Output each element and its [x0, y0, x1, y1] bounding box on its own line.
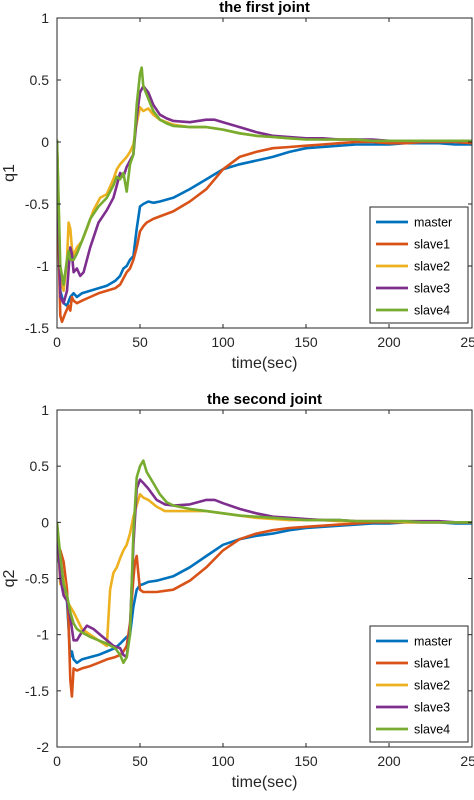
- legend-label-slave3: slave3: [414, 701, 450, 715]
- legend: master slave1 slave2 slave3 slave4: [369, 206, 469, 324]
- x-tick-label: 100: [211, 753, 235, 769]
- y-tick-label: 0: [41, 514, 49, 530]
- x-tick-label: 200: [377, 334, 401, 350]
- legend-label-slave1: slave1: [414, 657, 450, 671]
- legend-label-master: master: [414, 635, 452, 649]
- x-axis-label: time(sec): [232, 774, 298, 791]
- x-axis-label: time(sec): [232, 355, 298, 372]
- y-tick-label: -0.5: [25, 196, 49, 212]
- y-tick-label: 0.5: [30, 72, 50, 88]
- chart-second-joint: the second joint time(sec) q2 0 50 100 150 2…: [1, 391, 474, 791]
- y-tick-label: 1: [41, 402, 49, 418]
- chart-first-joint: the first joint time(sec) q1 0 50 100 150 20…: [1, 0, 474, 372]
- series-line-slave4: [57, 66, 472, 286]
- legend-label-slave4: slave4: [414, 304, 450, 318]
- y-tick-label: 0.5: [30, 458, 50, 474]
- y-tick-label: -1: [37, 258, 50, 274]
- legend-label-slave2: slave2: [414, 679, 450, 693]
- legend-label-slave4: slave4: [414, 723, 450, 737]
- y-tick-label: -0.5: [25, 571, 49, 587]
- y-tick-label: -2: [37, 739, 50, 755]
- y-tick-label: -1: [37, 627, 50, 643]
- x-tick-label: 250: [460, 334, 474, 350]
- chart-title: the first joint: [219, 0, 310, 16]
- y-tick-label: -1.5: [25, 683, 49, 699]
- series-line-slave4: [57, 459, 472, 665]
- y-tick-label: -1.5: [25, 320, 49, 336]
- y-axis-label: q2: [1, 570, 18, 588]
- y-tick-label: 1: [41, 10, 49, 26]
- x-tick-label: 50: [132, 334, 148, 350]
- y-axis-label: q1: [1, 164, 18, 182]
- x-tick-label: 250: [460, 753, 474, 769]
- series-lines: [57, 459, 472, 698]
- series-line-slave1: [57, 521, 472, 698]
- series-line-master: [57, 141, 472, 307]
- x-tick-label: 0: [53, 334, 61, 350]
- y-tick-label: 0: [41, 134, 49, 150]
- legend: master slave1 slave2 slave3 slave4: [369, 625, 469, 743]
- x-tick-label: 0: [53, 753, 61, 769]
- series-line-slave1: [57, 140, 472, 324]
- series-lines: [57, 66, 472, 324]
- legend-label-slave2: slave2: [414, 260, 450, 274]
- x-tick-label: 150: [294, 334, 318, 350]
- legend-label-master: master: [414, 216, 452, 230]
- axes-box: [56, 17, 473, 329]
- x-tick-label: 50: [132, 753, 148, 769]
- chart-title: the second joint: [207, 391, 322, 408]
- x-tick-label: 150: [294, 753, 318, 769]
- x-tick-label: 100: [211, 334, 235, 350]
- legend-label-slave1: slave1: [414, 238, 450, 252]
- legend-label-slave3: slave3: [414, 282, 450, 296]
- x-tick-label: 200: [377, 753, 401, 769]
